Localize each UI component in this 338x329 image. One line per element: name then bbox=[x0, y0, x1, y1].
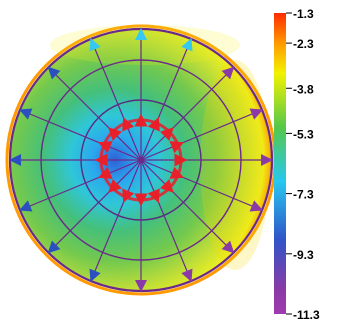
grid-spoke bbox=[140, 109, 262, 161]
colorbar-tick: -5.3 bbox=[286, 127, 314, 141]
inner-marker bbox=[160, 179, 174, 193]
outer-marker bbox=[47, 66, 61, 80]
grid-spoke bbox=[20, 109, 142, 161]
outer-marker bbox=[181, 38, 193, 52]
inner-marker bbox=[122, 117, 135, 132]
inner-marker bbox=[108, 127, 122, 141]
outer-marker bbox=[47, 240, 61, 254]
outer-marker bbox=[181, 268, 193, 282]
colorbar-tick-label: -3.8 bbox=[293, 82, 314, 96]
grid-spokes bbox=[11, 30, 271, 290]
colorbar: -1.3 -2.3 -3.8 -5.3 -7.3 -9.3 -11.3 bbox=[274, 7, 320, 322]
outer-marker bbox=[261, 154, 273, 166]
grid-spoke bbox=[140, 159, 234, 253]
outer-marker bbox=[89, 38, 101, 52]
inner-marker bbox=[98, 141, 113, 154]
inner-marker bbox=[169, 166, 184, 179]
outer-marker bbox=[19, 200, 33, 212]
grid-spoke bbox=[140, 67, 234, 161]
inner-marker bbox=[147, 117, 160, 132]
grid-spoke bbox=[48, 159, 142, 253]
colorbar-tick-label: -7.3 bbox=[293, 188, 314, 202]
grid-spoke bbox=[48, 67, 142, 161]
outer-marker bbox=[89, 268, 101, 282]
grid-spoke bbox=[140, 159, 262, 211]
grid-spoke bbox=[20, 159, 142, 211]
colorbar-tick: -3.8 bbox=[286, 82, 314, 96]
colorbar-tick-label: -1.3 bbox=[293, 7, 314, 21]
element-markers bbox=[9, 28, 273, 292]
outer-marker bbox=[135, 28, 147, 40]
outer-marker bbox=[221, 66, 235, 80]
colorbar-tick: -7.3 bbox=[286, 188, 314, 202]
colorbar-tick-label: -2.3 bbox=[293, 37, 314, 51]
outer-marker bbox=[221, 240, 235, 254]
outer-marker bbox=[19, 108, 33, 120]
colorbar-tick: -9.3 bbox=[286, 248, 314, 262]
grid-spoke bbox=[90, 159, 142, 281]
outer-marker bbox=[249, 108, 263, 120]
inner-marker bbox=[108, 179, 122, 193]
grid-spoke bbox=[140, 159, 192, 281]
colorbar-tick: -1.3 bbox=[286, 7, 314, 21]
pattern-plot bbox=[5, 24, 277, 296]
colorbar-tick-label: -11.3 bbox=[293, 308, 320, 322]
colorbar-gradient bbox=[274, 13, 286, 314]
colorbar-tick-label: -5.3 bbox=[293, 127, 314, 141]
inner-marker bbox=[169, 141, 184, 154]
inner-marker bbox=[160, 127, 174, 141]
outer-marker bbox=[135, 280, 147, 292]
grid-spoke bbox=[140, 39, 192, 161]
outer-marker bbox=[249, 200, 263, 212]
colorbar-tick: -11.3 bbox=[286, 308, 320, 322]
inner-marker bbox=[98, 166, 113, 179]
inner-marker bbox=[122, 188, 135, 203]
inner-marker bbox=[147, 188, 160, 203]
colorbar-tick: -2.3 bbox=[286, 37, 314, 51]
inner-ring bbox=[99, 118, 183, 202]
colorbar-tick-label: -9.3 bbox=[293, 248, 314, 262]
right-edge-heat bbox=[200, 60, 270, 270]
outer-marker bbox=[9, 154, 21, 166]
grid-spoke bbox=[90, 39, 142, 161]
colorbar-ticks: -1.3 -2.3 -3.8 -5.3 -7.3 -9.3 -11.3 bbox=[286, 7, 320, 322]
